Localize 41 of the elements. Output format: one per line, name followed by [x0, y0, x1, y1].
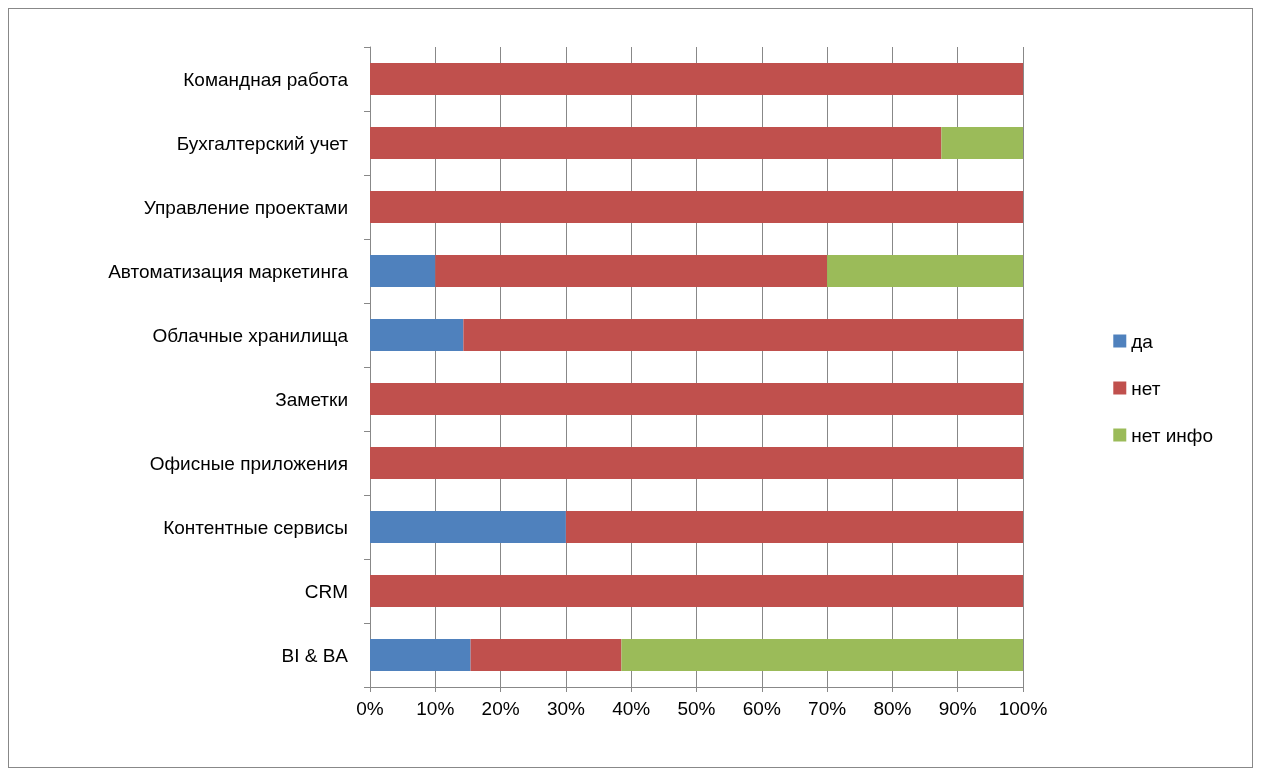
bar [370, 127, 942, 159]
bar [370, 383, 1023, 415]
x-tick-label: 30% [546, 698, 586, 719]
bar [941, 127, 1023, 159]
bar [370, 63, 1023, 95]
bar [370, 191, 1023, 223]
bar [370, 447, 1023, 479]
y-tick-label: Офисные приложения [149, 452, 348, 474]
y-tick-label: CRM [304, 580, 348, 602]
x-tick-label: 0% [356, 698, 384, 719]
legend-label: да [1131, 330, 1154, 352]
x-tick-label: 40% [612, 698, 651, 719]
y-tick-label: Заметки [275, 388, 348, 410]
bar [827, 255, 1023, 287]
x-tick-label: 90% [938, 698, 977, 719]
y-tick-label: Облачные хранилища [152, 324, 349, 346]
y-tick-label: Командная работа [183, 68, 349, 90]
x-tick-label: 50% [677, 698, 716, 719]
x-tick-label: 80% [873, 698, 912, 719]
bar [565, 511, 1023, 543]
y-tick-label: BI & BA [281, 644, 349, 666]
bar [370, 639, 471, 671]
legend-label: нет [1131, 377, 1161, 399]
bar [370, 255, 436, 287]
legend-label: нет инфо [1131, 424, 1213, 446]
x-tick-label: 20% [481, 698, 520, 719]
x-tick-label: 10% [416, 698, 455, 719]
bar [463, 319, 1023, 351]
bar [370, 511, 566, 543]
bar [621, 639, 1023, 671]
y-tick-label: Автоматизация маркетинга [108, 260, 349, 282]
bar [370, 575, 1023, 607]
bar [370, 319, 464, 351]
y-tick-label: Управление проектами [143, 196, 348, 218]
bar [435, 255, 828, 287]
x-tick-label: 60% [742, 698, 781, 719]
y-tick-label: Контентные сервисы [163, 516, 348, 538]
y-tick-label: Бухгалтерский учет [176, 132, 349, 154]
bar [470, 639, 622, 671]
x-tick-label: 100% [998, 698, 1048, 719]
x-tick-label: 70% [808, 698, 847, 719]
